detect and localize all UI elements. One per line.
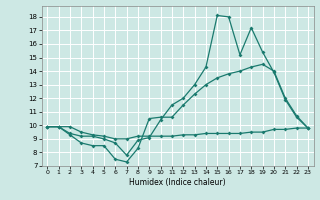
X-axis label: Humidex (Indice chaleur): Humidex (Indice chaleur) — [129, 178, 226, 187]
